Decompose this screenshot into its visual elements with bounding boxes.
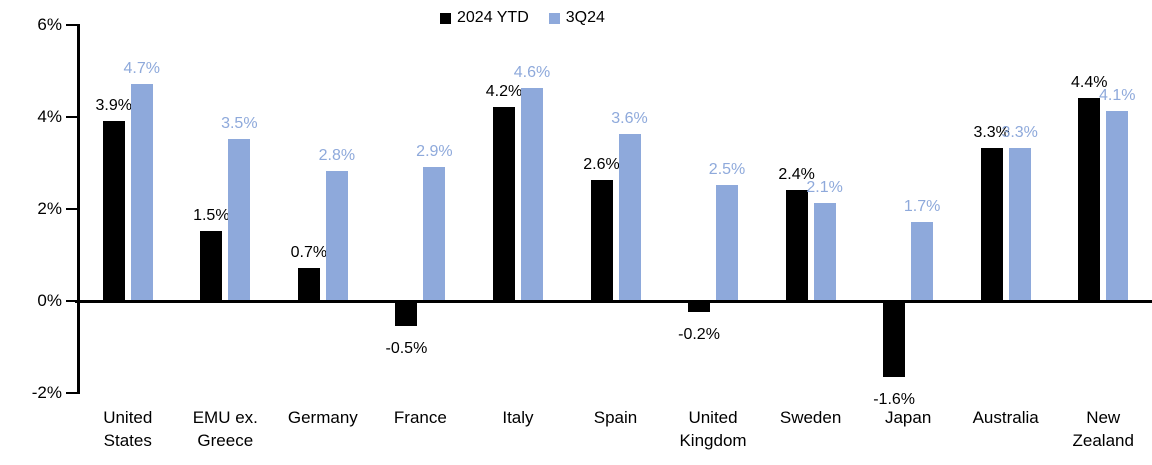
- data-label: 2.6%: [583, 156, 620, 174]
- bar-series1: [785, 189, 808, 300]
- legend-label: 2024 YTD: [457, 9, 529, 26]
- bar-series2: [911, 221, 934, 300]
- data-label: 2.8%: [318, 147, 356, 165]
- data-label: 4.4%: [1070, 73, 1108, 91]
- bar-series1: [492, 106, 515, 300]
- data-label: 1.7%: [903, 197, 941, 215]
- data-label: 3.3%: [1001, 124, 1038, 142]
- bar-series1: [102, 120, 125, 300]
- legend-swatch-icon: [548, 12, 560, 24]
- bar-series1: [1078, 97, 1101, 300]
- bar-series1: [883, 303, 906, 377]
- data-label: 4.7%: [123, 59, 160, 77]
- data-label: 2.5%: [708, 161, 746, 178]
- bar-series2: [813, 203, 836, 300]
- category-label: Spain: [593, 408, 638, 427]
- bar-series1: [200, 231, 223, 300]
- y-axis-tick: [66, 208, 77, 210]
- bar-series2: [325, 171, 348, 300]
- y-axis-tick-label: 6%: [37, 15, 62, 34]
- data-label: -0.2%: [678, 326, 720, 344]
- x-axis-line: [75, 300, 1152, 303]
- bar-series1: [297, 267, 320, 300]
- category-label: Italy: [502, 408, 534, 427]
- data-label: 3.3%: [973, 124, 1010, 142]
- data-label: -1.6%: [873, 390, 916, 408]
- data-label: 2.1%: [806, 179, 843, 197]
- bar-series1: [980, 148, 1003, 300]
- data-label: 4.6%: [513, 64, 551, 82]
- bar-series2: [228, 139, 251, 300]
- category-label: New Zealand: [1072, 408, 1134, 450]
- legend-item: 2024 YTD: [440, 8, 529, 28]
- legend-item: 3Q24: [548, 8, 605, 28]
- bar-series1: [590, 180, 613, 300]
- y-axis-tick-label: -2%: [31, 383, 62, 402]
- bar-series1: [688, 303, 711, 313]
- category-label: France: [393, 408, 447, 427]
- data-label: 3.9%: [95, 96, 132, 114]
- data-label: 0.7%: [290, 243, 328, 261]
- bar-series1: [395, 303, 418, 326]
- legend: 2024 YTD 3Q24: [440, 8, 605, 28]
- data-label: 3.6%: [611, 110, 648, 128]
- bar-series2: [618, 134, 641, 300]
- data-label: 4.1%: [1098, 87, 1136, 105]
- bar-series2: [130, 83, 153, 300]
- y-axis-tick-label: 0%: [37, 291, 62, 310]
- category-label: Sweden: [779, 408, 842, 427]
- data-label: 4.2%: [485, 82, 523, 100]
- y-axis-tick-label: 2%: [37, 199, 62, 218]
- bar-series2: [520, 88, 543, 300]
- legend-swatch-icon: [440, 12, 451, 24]
- category-label: United Kingdom: [679, 408, 747, 450]
- data-label: 3.5%: [221, 115, 258, 132]
- y-axis-tick: [66, 116, 77, 118]
- legend-label: 3Q24: [565, 9, 605, 26]
- data-label: -0.5%: [385, 340, 428, 357]
- category-label: Japan: [884, 408, 932, 427]
- y-axis-tick: [66, 392, 77, 394]
- bar-series2: [423, 166, 446, 300]
- category-label: EMU ex. Greece: [192, 408, 258, 450]
- bar-series2: [1008, 148, 1031, 300]
- data-label: 2.4%: [778, 165, 815, 183]
- data-label: 1.5%: [193, 207, 230, 224]
- y-axis-tick-label: 4%: [37, 107, 62, 126]
- y-axis-tick: [66, 300, 77, 302]
- y-axis-line: [77, 24, 80, 394]
- category-label: Australia: [972, 408, 1039, 427]
- category-label: United States: [103, 408, 153, 450]
- category-label: Germany: [287, 408, 358, 427]
- y-axis-tick: [66, 24, 77, 26]
- bar-series2: [1106, 111, 1129, 300]
- data-label: 2.9%: [416, 142, 453, 160]
- bar-series2: [716, 185, 739, 300]
